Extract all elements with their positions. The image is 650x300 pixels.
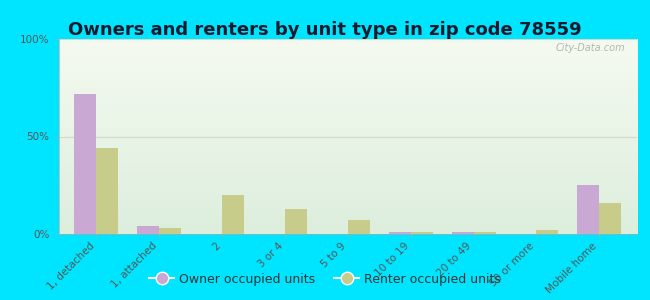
Bar [536, 230, 558, 234]
Bar [411, 232, 433, 234]
Bar [96, 148, 118, 234]
Bar [452, 232, 473, 234]
Bar [577, 185, 599, 234]
Text: City-Data.com: City-Data.com [556, 43, 625, 53]
Bar [222, 195, 244, 234]
Bar [473, 232, 495, 234]
Bar [159, 228, 181, 234]
Legend: Owner occupied units, Renter occupied units: Owner occupied units, Renter occupied un… [144, 268, 506, 291]
Bar [137, 226, 159, 234]
Bar [285, 209, 307, 234]
Bar [599, 203, 621, 234]
Bar [348, 220, 370, 234]
Bar [389, 232, 411, 234]
Text: Owners and renters by unit type in zip code 78559: Owners and renters by unit type in zip c… [68, 21, 582, 39]
Bar [74, 94, 96, 234]
